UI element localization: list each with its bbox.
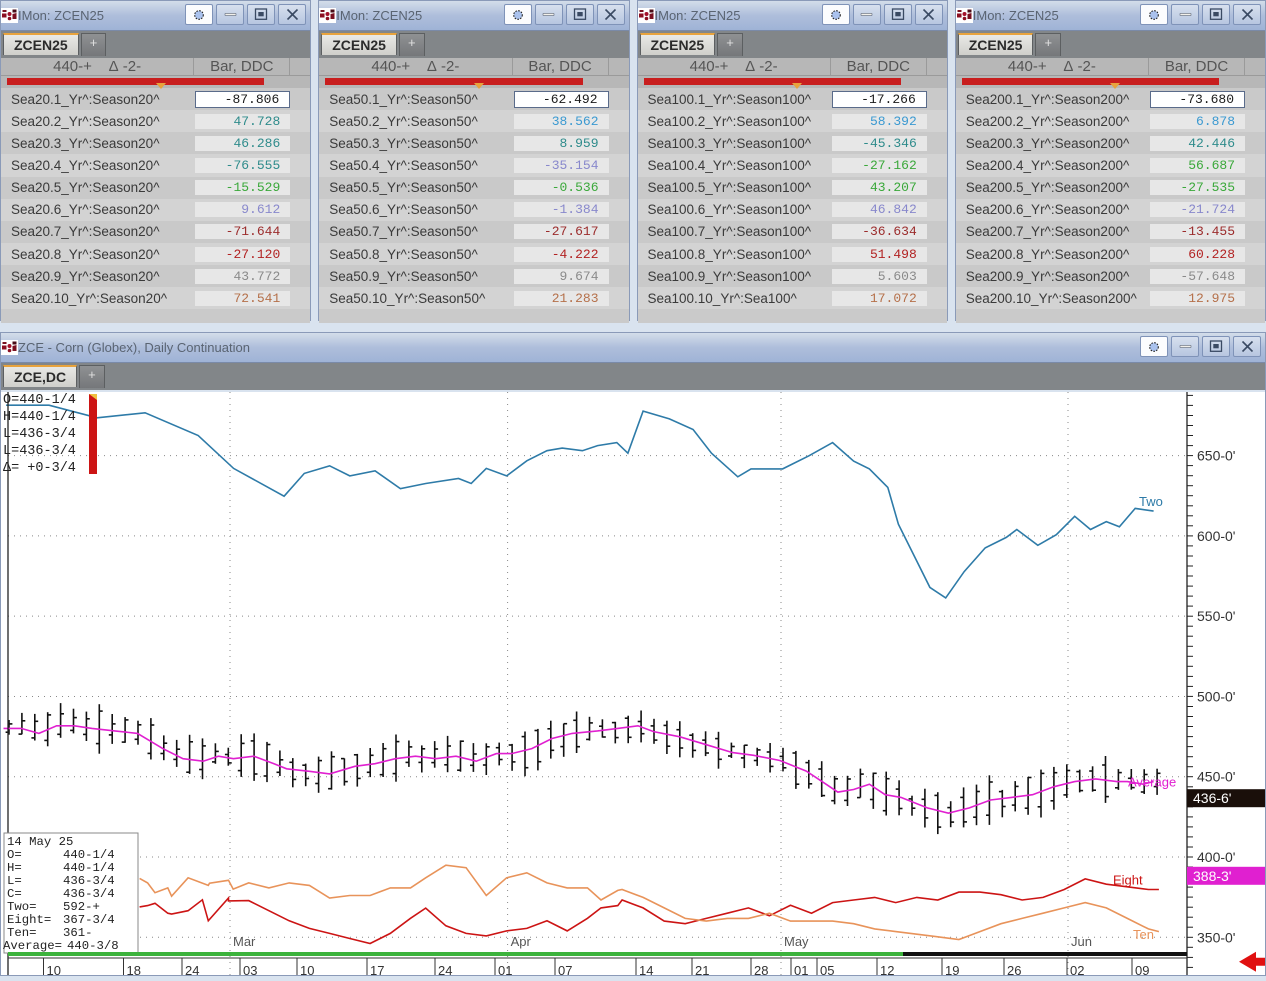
svg-text:10: 10 — [300, 963, 314, 976]
svg-text:01: 01 — [794, 963, 808, 976]
svg-text:19: 19 — [945, 963, 959, 976]
svg-text:C=: C= — [7, 887, 22, 901]
svg-text:18: 18 — [127, 963, 141, 976]
svg-text:400-0': 400-0' — [1197, 849, 1235, 865]
svg-text:Average: Average — [1128, 775, 1176, 790]
svg-text:367-3/4: 367-3/4 — [63, 913, 115, 927]
svg-text:450-0': 450-0' — [1197, 769, 1235, 785]
svg-text:388-3': 388-3' — [1193, 868, 1231, 884]
svg-text:Two: Two — [1139, 494, 1163, 509]
svg-text:12: 12 — [880, 963, 894, 976]
svg-text:05: 05 — [820, 963, 834, 976]
svg-text:600-0': 600-0' — [1197, 528, 1235, 544]
svg-text:01: 01 — [498, 963, 512, 976]
svg-text:440-1/4: 440-1/4 — [63, 861, 115, 875]
svg-text:24: 24 — [438, 963, 452, 976]
svg-text:17: 17 — [370, 963, 384, 976]
svg-text:28: 28 — [754, 963, 768, 976]
svg-text:L=436-3/4: L=436-3/4 — [3, 427, 76, 442]
svg-text:Eight: Eight — [1113, 873, 1143, 888]
svg-text:Apr: Apr — [511, 934, 532, 949]
svg-text:03: 03 — [243, 963, 257, 976]
svg-text:440-3/8: 440-3/8 — [67, 939, 119, 953]
svg-text:350-0': 350-0' — [1197, 929, 1235, 945]
svg-text:L=436-3/4: L=436-3/4 — [3, 444, 76, 459]
svg-text:440-1/4: 440-1/4 — [63, 848, 115, 862]
svg-text:24: 24 — [185, 963, 199, 976]
svg-text:26: 26 — [1007, 963, 1021, 976]
svg-text:436-3/4: 436-3/4 — [63, 887, 115, 901]
svg-text:361-: 361- — [63, 926, 93, 940]
svg-text:14 May 25: 14 May 25 — [7, 835, 73, 849]
svg-text:Mar: Mar — [233, 934, 256, 949]
svg-text:Two=: Two= — [7, 900, 37, 914]
svg-text:Ten: Ten — [1133, 927, 1154, 942]
svg-text:O=: O= — [7, 848, 22, 862]
svg-text:O=440-1/4: O=440-1/4 — [3, 393, 76, 408]
svg-text:650-0': 650-0' — [1197, 448, 1235, 464]
svg-text:Ten=: Ten= — [7, 926, 37, 940]
svg-text:21: 21 — [695, 963, 709, 976]
svg-text:Δ= +0-3/4: Δ= +0-3/4 — [3, 461, 76, 476]
svg-text:02: 02 — [1070, 963, 1084, 976]
svg-text:Eight=: Eight= — [7, 913, 51, 927]
svg-text:09: 09 — [1135, 963, 1149, 976]
svg-text:436-3/4: 436-3/4 — [63, 874, 115, 888]
svg-text:Jun: Jun — [1071, 934, 1092, 949]
svg-text:10: 10 — [47, 963, 61, 976]
svg-text:436-6': 436-6' — [1193, 790, 1231, 806]
svg-text:L=: L= — [7, 874, 22, 888]
svg-text:H=: H= — [7, 861, 22, 875]
svg-text:Average=: Average= — [3, 939, 62, 953]
svg-text:May: May — [784, 934, 809, 949]
svg-text:592-+: 592-+ — [63, 900, 100, 914]
svg-text:550-0': 550-0' — [1197, 608, 1235, 624]
svg-text:H=440-1/4: H=440-1/4 — [3, 410, 76, 425]
svg-text:14: 14 — [639, 963, 653, 976]
svg-text:500-0': 500-0' — [1197, 688, 1235, 704]
svg-text:07: 07 — [558, 963, 572, 976]
